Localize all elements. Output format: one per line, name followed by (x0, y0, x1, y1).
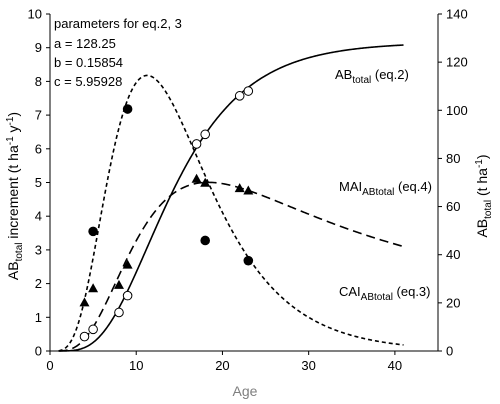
cai-curve (58, 74, 404, 352)
series-label-cai: CAIABtotal (eq.3) (339, 284, 431, 303)
x-tick-label: 30 (301, 358, 315, 373)
series-label-mai: MAIABtotal (eq.4) (339, 179, 432, 198)
y-left-tick-label: 4 (35, 209, 42, 224)
y-right-tick-label: 100 (446, 103, 468, 118)
ab-total-point (200, 129, 210, 140)
ab-total-curve (58, 44, 404, 352)
y-right-tick-label: 120 (446, 55, 468, 70)
y-left-tick-label: 7 (35, 108, 42, 123)
y-right-axis-label: ABtotal (t ha-1) (474, 154, 494, 237)
mai-point (191, 173, 202, 183)
ab-total-point (79, 331, 90, 342)
parameters-heading: parameters for eq.2, 3 (54, 16, 182, 31)
curves (58, 44, 404, 352)
series-label-ab-total: ABtotal (eq.2) (335, 67, 409, 86)
y-left-tick-label: 0 (35, 344, 42, 359)
cai-point (200, 235, 210, 246)
ab-total-point (88, 324, 98, 335)
mai-point (200, 177, 211, 187)
y-right-tick-label: 140 (446, 7, 468, 22)
y-left-tick-label: 8 (35, 74, 42, 89)
ab-total-point (243, 86, 254, 96)
mai-point (122, 259, 133, 269)
y-left-tick-label: 2 (35, 276, 42, 291)
y-right-tick-label: 80 (446, 151, 460, 166)
y-right-tick-label: 20 (446, 295, 460, 310)
y-left-tick-label: 9 (35, 40, 42, 55)
mai-curve (58, 181, 404, 352)
parameters-box: parameters for eq.2, 3 a = 128.25 b = 0.… (54, 16, 182, 89)
x-tick-label: 20 (215, 358, 229, 373)
ab-total-point (234, 91, 245, 101)
y-left-tick-label: 10 (28, 7, 42, 22)
y-left-axis-label: ABtotal increment (t ha-1 y-1) (5, 112, 25, 280)
cai-point (122, 104, 133, 114)
cai-point (88, 226, 98, 237)
ab-total-point (114, 307, 124, 318)
y-left-tick-label: 1 (35, 310, 42, 325)
parameter-c: c = 5.95928 (54, 74, 122, 89)
mai-point (88, 283, 99, 293)
x-axis-label: Age (233, 383, 258, 399)
parameter-b: b = 0.15854 (54, 55, 123, 70)
mai-point (79, 297, 90, 307)
y-left-tick-label: 3 (35, 242, 42, 257)
ab-total-point (191, 139, 202, 149)
parameter-a: a = 128.25 (54, 36, 116, 51)
y-right-tick-label: 60 (446, 199, 460, 214)
y-right-tick-label: 40 (446, 247, 460, 262)
y-left-tick-label: 6 (35, 141, 42, 156)
y-right-tick-label: 0 (446, 344, 453, 359)
markers (79, 86, 254, 342)
ab-total-point (122, 290, 133, 301)
mai-point (243, 185, 254, 195)
x-tick-label: 40 (388, 358, 402, 373)
x-tick-label: 0 (46, 358, 53, 373)
x-tick-label: 10 (129, 358, 143, 373)
y-left-tick-label: 5 (35, 175, 42, 190)
cai-point (243, 255, 254, 266)
mai-point (234, 183, 245, 193)
mai-point (113, 279, 124, 289)
